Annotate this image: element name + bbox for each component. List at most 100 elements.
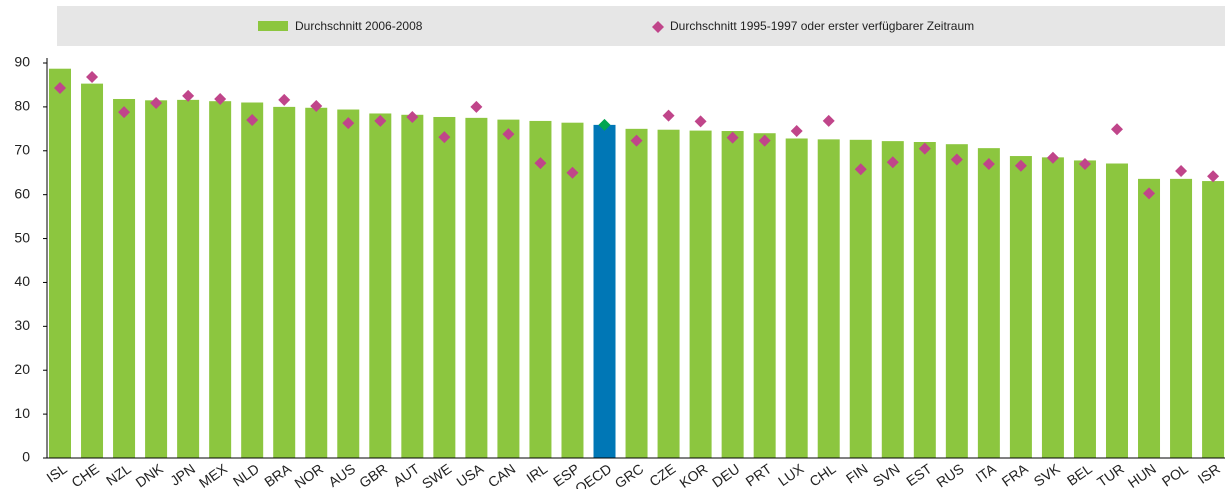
x-tick-label: ISL xyxy=(43,460,70,485)
bar xyxy=(369,113,392,458)
marker xyxy=(662,109,675,122)
y-tick-label: 50 xyxy=(14,229,30,245)
marker xyxy=(822,114,835,127)
marker xyxy=(1046,151,1059,164)
bar xyxy=(529,120,552,458)
y-tick-label: 90 xyxy=(14,54,30,70)
bar xyxy=(561,122,584,458)
bar xyxy=(849,139,872,459)
legend-box xyxy=(57,6,1225,46)
x-tick-label: SWE xyxy=(419,460,454,489)
y-tick-label: 80 xyxy=(14,98,30,114)
marker xyxy=(790,125,803,138)
x-tick-label: NOR xyxy=(291,460,326,489)
bar xyxy=(433,116,456,458)
marker xyxy=(470,100,483,113)
x-tick-label: GRC xyxy=(612,460,647,489)
marker xyxy=(246,114,259,127)
marker xyxy=(278,93,291,106)
x-tick-label: GBR xyxy=(356,460,390,489)
bar xyxy=(945,144,968,458)
legend-swatch xyxy=(652,21,664,33)
bar xyxy=(145,100,168,459)
marker xyxy=(438,131,451,144)
marker xyxy=(566,166,579,179)
bar xyxy=(305,107,328,459)
bar xyxy=(1041,157,1064,458)
marker xyxy=(630,134,643,147)
bar xyxy=(241,102,264,458)
y-tick-label: 10 xyxy=(14,405,30,421)
x-tick-label: BRA xyxy=(261,460,294,489)
marker xyxy=(598,118,611,131)
x-tick-label: SVK xyxy=(1031,460,1064,489)
marker xyxy=(758,134,771,147)
x-tick-label: DNK xyxy=(133,460,167,489)
marker xyxy=(150,96,163,109)
marker xyxy=(726,131,739,144)
y-tick-label: 70 xyxy=(14,141,30,157)
bar xyxy=(593,124,616,458)
bar xyxy=(977,148,1000,458)
marker xyxy=(854,163,867,176)
bar xyxy=(209,101,232,458)
marker xyxy=(694,115,707,128)
bar xyxy=(1138,178,1161,458)
marker xyxy=(214,92,227,105)
x-tick-label: CHE xyxy=(68,460,101,489)
x-tick-label: CHL xyxy=(806,460,838,489)
bar xyxy=(625,128,648,459)
marker xyxy=(342,117,355,130)
x-tick-label: CZE xyxy=(646,460,678,489)
marker xyxy=(118,106,131,119)
marker xyxy=(406,110,419,123)
marker xyxy=(310,100,323,113)
x-tick-label: ITA xyxy=(973,460,1000,485)
x-tick-label: IRL xyxy=(523,460,550,486)
bar xyxy=(1009,156,1032,459)
x-tick-label: NZL xyxy=(103,460,134,488)
x-tick-label: AUT xyxy=(390,460,422,489)
x-tick-label: CAN xyxy=(485,460,518,489)
marker xyxy=(950,153,963,166)
marker xyxy=(182,89,195,102)
marker xyxy=(1110,123,1123,136)
bar xyxy=(177,99,200,458)
marker xyxy=(374,114,387,127)
y-tick-label: 40 xyxy=(14,273,30,289)
x-tick-label: MEX xyxy=(196,460,231,489)
marker xyxy=(1014,159,1027,172)
x-tick-label: ISR xyxy=(1195,460,1223,486)
x-tick-label: EST xyxy=(903,460,935,489)
x-tick-label: BEL xyxy=(1064,460,1095,488)
x-tick-label: JPN xyxy=(167,460,198,488)
bar xyxy=(81,83,104,458)
marker xyxy=(502,128,515,141)
y-tick-label: 20 xyxy=(14,361,30,377)
x-tick-label: TUR xyxy=(1094,460,1127,489)
marker xyxy=(1143,187,1156,200)
marker xyxy=(86,71,99,84)
marker xyxy=(54,82,66,95)
legend-swatch xyxy=(258,21,288,31)
marker xyxy=(1207,170,1220,183)
marker xyxy=(918,142,931,155)
bar xyxy=(337,109,360,459)
bar xyxy=(273,106,296,458)
y-tick-label: 30 xyxy=(14,317,30,333)
x-tick-label: LUX xyxy=(775,460,807,489)
x-tick-label: FRA xyxy=(999,460,1032,489)
bar xyxy=(817,139,840,458)
marker xyxy=(534,157,547,170)
x-tick-label: NLD xyxy=(230,460,262,489)
x-tick-label: RUS xyxy=(933,460,966,489)
bar xyxy=(881,141,904,458)
x-tick-label: FIN xyxy=(843,460,871,486)
x-tick-label: HUN xyxy=(1125,460,1159,489)
bar xyxy=(721,131,744,458)
marker xyxy=(886,156,899,169)
x-tick-label: PRT xyxy=(743,460,775,489)
marker xyxy=(982,157,995,170)
x-tick-label: SVN xyxy=(870,460,903,489)
